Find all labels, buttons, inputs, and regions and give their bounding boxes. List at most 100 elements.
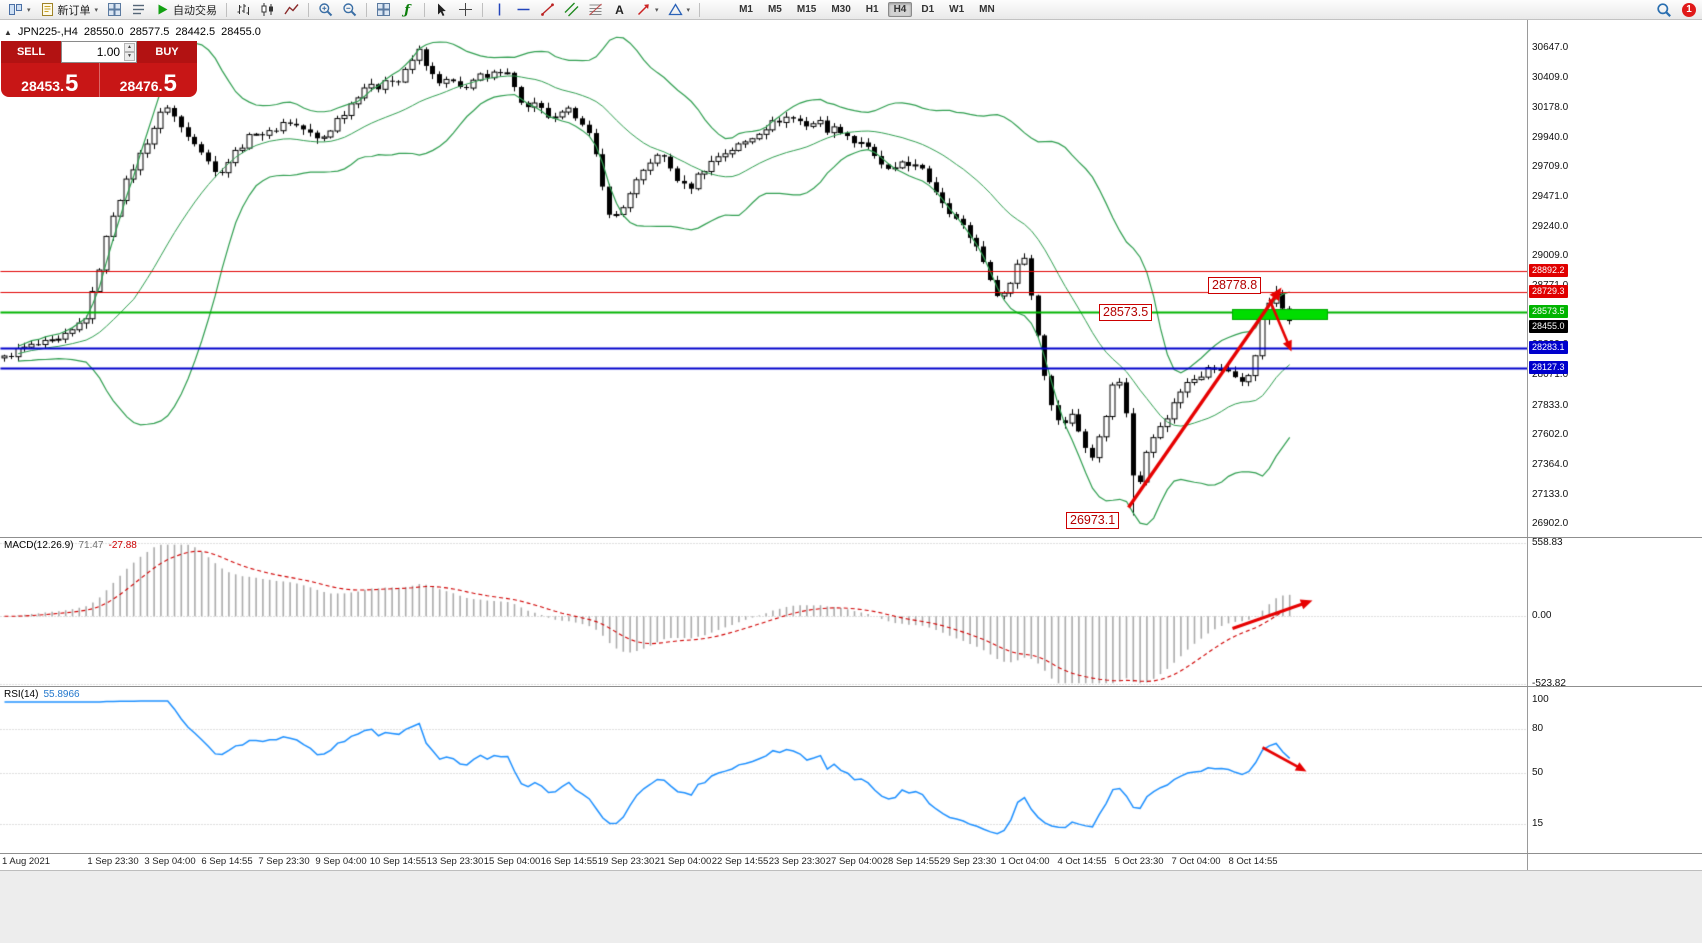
chart-annotation-label[interactable]: 28778.8	[1208, 277, 1262, 294]
one-click-buy-price[interactable]: 28476. 5	[98, 63, 198, 97]
tile-windows-icon[interactable]	[372, 0, 395, 20]
chevron-down-icon: ▾	[686, 6, 691, 14]
timeframe-d1-button[interactable]: D1	[921, 4, 935, 15]
toolbar-separator	[366, 2, 368, 17]
time-axis-label: 1 Aug 2021	[1, 856, 51, 867]
new-order-button[interactable]: 新订单 ▾	[36, 0, 103, 20]
text-label-icon[interactable]: A	[608, 0, 631, 20]
time-axis-label: 16 Sep 14:55	[540, 856, 598, 867]
timeframe-m30-button[interactable]: M30	[831, 4, 851, 15]
price-chart-plot[interactable]: 28778.8 28573.5 26973.1 ▲ JPN225-,H4 28550…	[0, 20, 1527, 537]
volume-decrease-button[interactable]: ▼	[124, 52, 135, 61]
chevron-down-icon: ▾	[27, 6, 31, 14]
trendline-icon[interactable]	[536, 0, 559, 20]
time-axis-label: 23 Sep 23:30	[768, 856, 826, 867]
price-scale-label: 27833.0	[1532, 399, 1569, 411]
toolbar-separator	[226, 2, 228, 17]
price-line-label: 28455.0	[1529, 319, 1568, 333]
time-axis-label: 27 Sep 04:00	[825, 856, 883, 867]
rsi-canvas[interactable]	[0, 687, 1527, 853]
timeframe-mn-button[interactable]: MN	[979, 4, 995, 15]
bottom-area	[0, 870, 1702, 943]
macd-axis[interactable]: 558.83 0.00 -523.82	[1527, 537, 1702, 689]
one-click-trading-panel: SELL ▲ ▼ BUY 28453.5 28476.5	[1, 41, 197, 97]
crosshair-icon[interactable]	[454, 0, 477, 20]
price-line-label: 28729.3	[1529, 284, 1568, 298]
svg-text:ƒ: ƒ	[401, 3, 412, 17]
toolbar-right: 1	[1652, 0, 1698, 20]
chart-symbol: JPN225-,H4	[17, 26, 78, 38]
time-axis-label: 29 Sep 23:30	[939, 856, 997, 867]
market-watch-icon[interactable]	[127, 0, 150, 20]
new-order-button-label: 新订单	[57, 4, 91, 17]
price-scale-label: 30178.0	[1532, 101, 1569, 113]
rsi-scale-label: 15	[1532, 818, 1544, 829]
one-click-buy-button[interactable]: BUY	[137, 41, 197, 63]
notification-badge[interactable]: 1	[1682, 2, 1696, 17]
vertical-line-icon[interactable]	[488, 0, 511, 20]
trendline-icon	[540, 2, 555, 17]
macd-canvas[interactable]	[0, 538, 1527, 686]
chart-ohlc-header: ▲ JPN225-,H4 28550.0 28577.5 28442.5 284…	[4, 26, 261, 38]
time-axis-label: 6 Sep 14:55	[201, 856, 253, 867]
zoom-out-icon	[342, 2, 357, 17]
timeframe-h1-button[interactable]: H1	[865, 4, 879, 15]
candlestick-chart-icon[interactable]	[256, 0, 279, 20]
timeframe-m5-button[interactable]: M5	[767, 4, 782, 15]
price-axis[interactable]: 30647.0 30409.0 30178.0 29940.0 29709.0 29471…	[1527, 20, 1702, 537]
timeframe-m15-button[interactable]: M15	[796, 4, 817, 15]
text-label-icon: A	[612, 2, 627, 17]
cursor-icon[interactable]	[430, 0, 453, 20]
time-axis-label: 19 Sep 23:30	[597, 856, 655, 867]
time-axis[interactable]: 1 Aug 2021 1 Sep 23:30 3 Sep 04:00 6 Sep 14…	[0, 854, 1527, 870]
arrow-object-icon[interactable]: ▾	[632, 0, 663, 20]
horizontal-line-icon[interactable]	[512, 0, 535, 20]
price-chart-canvas[interactable]	[0, 20, 1527, 537]
timeframe-m1-button[interactable]: M1	[739, 4, 753, 15]
chart-high-value: 28577.5	[129, 26, 170, 38]
macd-plot[interactable]: MACD(12.26.9) 71.47 -27.88	[0, 538, 1527, 686]
one-click-sell-button[interactable]: SELL	[1, 41, 61, 63]
price-scale-label: 27364.0	[1532, 459, 1569, 471]
price-chart-panel: 28778.8 28573.5 26973.1 ▲ JPN225-,H4 28550…	[0, 20, 1702, 537]
market-watch-icon	[131, 2, 146, 17]
line-chart-icon[interactable]	[280, 0, 303, 20]
price-scale-label: 29240.0	[1532, 220, 1569, 232]
time-axis-label: 8 Oct 14:55	[1228, 856, 1278, 867]
charts-grid-icon[interactable]: ▾	[4, 0, 35, 20]
rsi-scale-label: 50	[1532, 766, 1544, 778]
rsi-plot[interactable]: RSI(14) 55.8966	[0, 687, 1527, 853]
search-button[interactable]	[1652, 0, 1676, 20]
timeframe-h4-button[interactable]: H4	[887, 2, 913, 17]
candlestick-chart-icon	[260, 2, 275, 17]
volume-input[interactable]	[74, 44, 123, 60]
line-chart-icon	[284, 2, 299, 17]
autotrading-button[interactable]: 自动交易	[151, 0, 221, 20]
time-axis-label: 15 Sep 04:00	[483, 856, 541, 867]
rsi-panel: RSI(14) 55.8966 100 80 50 15	[0, 686, 1702, 853]
channel-icon[interactable]	[560, 0, 583, 20]
toolbar-separator	[424, 2, 426, 17]
bar-chart-icon[interactable]	[232, 0, 255, 20]
toolbar-left: ▾ 新订单 ▾ 自动交易 ƒ A ▾ ▾ M1 M5 M15 M30 H1 H4 D1 W1 MN	[4, 0, 1002, 20]
svg-text:A: A	[615, 3, 624, 17]
one-click-sell-price[interactable]: 28453. 5	[21, 70, 79, 97]
rsi-axis[interactable]: 100 80 50 15	[1527, 687, 1702, 853]
price-scale-label: 29471.0	[1532, 191, 1569, 203]
zoom-in-icon[interactable]	[314, 0, 337, 20]
zoom-out-icon[interactable]	[338, 0, 361, 20]
volume-increase-button[interactable]: ▲	[124, 43, 135, 52]
fibonacci-icon[interactable]	[584, 0, 607, 20]
chart-annotation-label[interactable]: 28573.5	[1099, 304, 1153, 321]
time-axis-label: 28 Sep 14:55	[882, 856, 940, 867]
shapes-icon[interactable]: ▾	[664, 0, 695, 20]
one-click-collapse-icon[interactable]: ▲	[4, 27, 12, 37]
chart-annotation-label[interactable]: 26973.1	[1066, 512, 1120, 529]
volume-field: ▲ ▼	[61, 41, 137, 63]
toolbar-separator	[308, 2, 310, 17]
timeframe-w1-button[interactable]: W1	[949, 4, 965, 15]
indicators-icon[interactable]: ƒ	[396, 0, 419, 20]
charts-grid-icon	[8, 2, 23, 17]
chart-profiles-icon[interactable]	[103, 0, 126, 20]
